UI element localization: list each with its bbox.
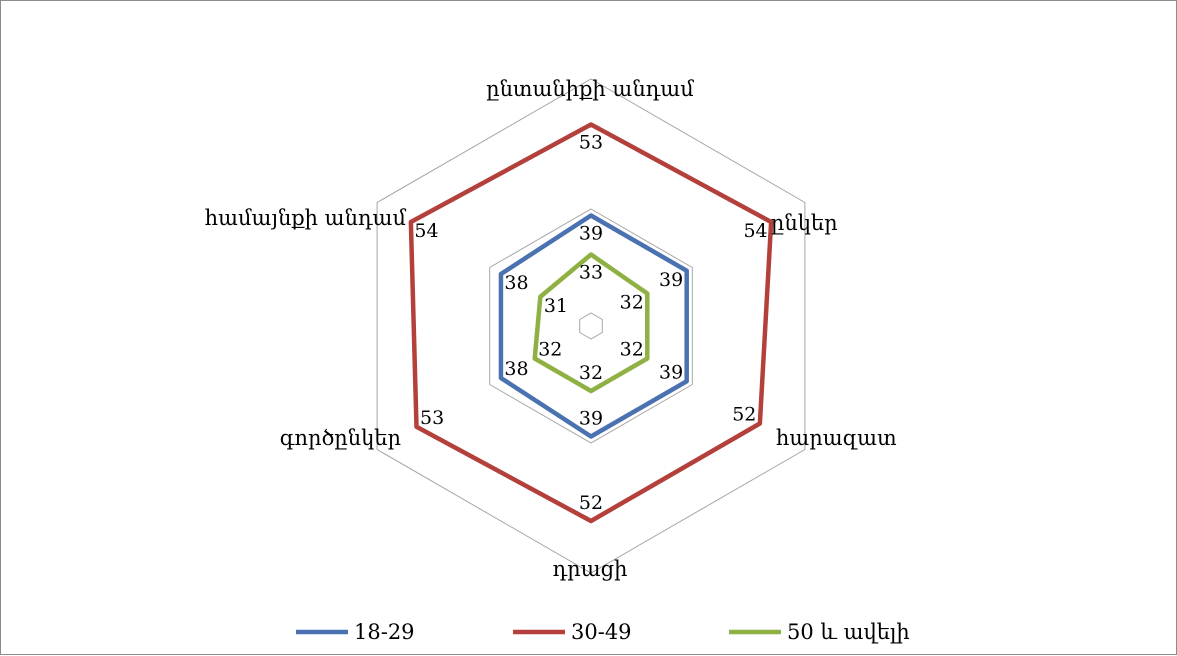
legend-label-2: 30-49 xyxy=(571,620,632,644)
category-labels: ընտանիքի անդամ ընկեր հարազատ դրացի գործընկեր… xyxy=(205,77,897,581)
data-labels: 39 39 39 39 38 38 53 54 52 52 53 54 33 32 32 32 32 31 xyxy=(414,132,767,515)
grid-ring-1 xyxy=(579,312,603,340)
data-label: 38 xyxy=(504,272,528,294)
data-label: 32 xyxy=(620,292,644,314)
data-label: 52 xyxy=(579,492,603,514)
series-line-3 xyxy=(532,252,650,394)
grid xyxy=(376,78,806,574)
data-label: 52 xyxy=(732,404,756,426)
data-label: 54 xyxy=(743,220,767,242)
data-label: 39 xyxy=(579,223,603,245)
data-label: 53 xyxy=(420,407,444,429)
category-label: ընտանիքի անդամ xyxy=(486,77,694,101)
series-line-1 xyxy=(498,213,689,439)
data-label: 53 xyxy=(579,132,603,154)
data-label: 39 xyxy=(659,269,683,291)
data-label: 32 xyxy=(579,362,603,384)
category-label: գործընկեր xyxy=(280,426,401,450)
grid-ring-2 xyxy=(489,208,693,444)
data-label: 32 xyxy=(620,339,644,361)
data-label: 32 xyxy=(538,339,562,361)
data-label: 31 xyxy=(544,295,568,317)
legend-label-3: 50 և ավելի xyxy=(787,620,910,644)
legend: 18-29 30-49 50 և ավելի xyxy=(296,620,910,644)
category-label: համայնքի անդամ xyxy=(205,206,407,230)
grid-ring-3 xyxy=(376,78,806,574)
legend-label-1: 18-29 xyxy=(354,620,415,644)
data-label: 38 xyxy=(504,358,528,380)
category-label: հարազատ xyxy=(776,426,897,450)
series-line-2 xyxy=(408,122,774,524)
data-label: 39 xyxy=(659,361,683,383)
data-label: 39 xyxy=(579,408,603,430)
series-lines xyxy=(408,122,774,524)
category-label: ընկեր xyxy=(771,211,838,235)
category-label: դրացի xyxy=(553,557,628,581)
data-label: 33 xyxy=(579,262,603,284)
data-label: 54 xyxy=(414,220,438,242)
